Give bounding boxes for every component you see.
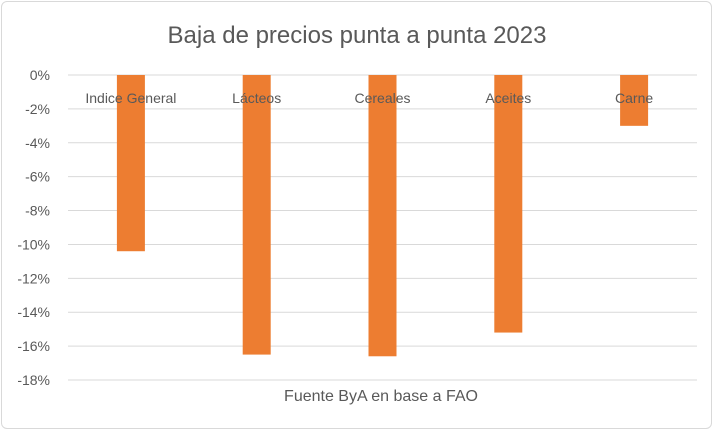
bar <box>116 75 145 252</box>
category-label: Indice General <box>85 90 176 106</box>
x-axis-label: Fuente ByA en base a FAO <box>284 388 478 405</box>
bar <box>494 75 523 333</box>
y-tick-label: -18% <box>17 372 50 388</box>
y-tick-label: -8% <box>25 203 50 219</box>
y-tick-label: -2% <box>25 101 50 117</box>
y-tick-label: 0% <box>30 67 50 83</box>
y-axis-ticks: 0% -2% -4% -6% -8% -10% -12% -14% -16% -18% <box>17 67 50 388</box>
y-tick-label: -10% <box>17 236 50 252</box>
category-label: Aceites <box>485 90 531 106</box>
y-tick-label: -6% <box>25 169 50 185</box>
chart-title: Baja de precios punta a punta 2023 <box>168 22 547 49</box>
y-tick-label: -4% <box>25 135 50 151</box>
bars <box>116 75 649 357</box>
category-labels: Indice General Lácteos Cereales Aceites Carn… <box>85 90 653 106</box>
y-tick-label: -12% <box>17 270 50 286</box>
bar <box>368 75 397 357</box>
bar <box>620 75 649 126</box>
category-label: Lácteos <box>232 90 281 106</box>
category-label: Cereales <box>354 90 410 106</box>
bar <box>242 75 271 355</box>
y-tick-label: -14% <box>17 304 50 320</box>
category-label: Carne <box>615 90 653 106</box>
y-tick-label: -16% <box>17 338 50 354</box>
